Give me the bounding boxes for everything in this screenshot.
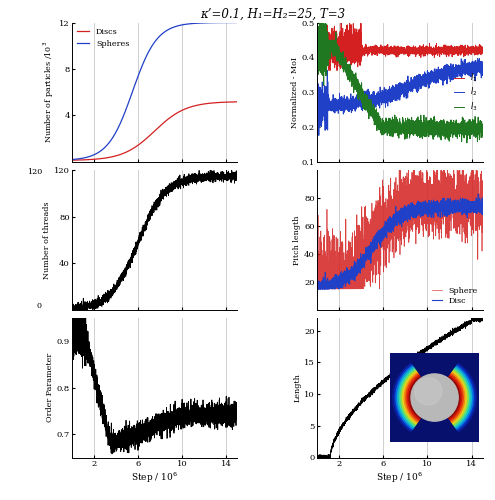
$I_2$ [343,104,348,110]
$I_2$ [314,127,320,133]
Y-axis label: Number of threads: Number of threads [43,201,51,279]
$I_1$ [338,20,344,26]
$I_1$ [385,48,391,54]
Y-axis label: Normalized - MoI: Normalized - MoI [291,56,298,128]
Sphere [480,210,486,216]
$I_3$ [378,118,384,124]
Disc [314,286,320,292]
Discs [69,157,75,163]
Line: Discs: Discs [72,102,238,160]
Spheres [140,62,146,68]
Discs [140,139,146,145]
Legend: $I_1$, $I_2$, $I_3$: $I_1$, $I_2$, $I_3$ [451,68,481,116]
Disc [477,209,483,215]
X-axis label: Step / 10$^6$: Step / 10$^6$ [131,470,178,485]
Text: 0: 0 [37,302,42,310]
Sphere [333,286,339,292]
$I_3$ [314,45,320,51]
$I_3$ [464,140,470,146]
$I_2$ [385,96,391,102]
$I_1$ [314,46,320,52]
$I_1$ [459,48,465,54]
Discs [231,99,237,105]
Sphere [459,182,465,188]
Discs [235,99,241,105]
Spheres [231,20,237,26]
$I_3$ [343,54,348,60]
$I_1$ [334,68,340,73]
$I_2$ [333,98,339,104]
$I_3$ [314,20,320,26]
$I_3$ [480,126,486,132]
Sphere [314,286,320,292]
$I_2$ [480,64,486,70]
Y-axis label: Number of particles /10$^3$: Number of particles /10$^3$ [42,41,56,144]
Discs [213,100,219,105]
Text: 120: 120 [27,168,42,175]
Discs [98,156,103,162]
$I_3$ [458,118,464,124]
Spheres [235,20,241,26]
Line: Sphere: Sphere [317,170,483,289]
Discs [88,156,94,162]
X-axis label: Step / 10$^6$: Step / 10$^6$ [376,470,423,485]
$I_1$ [477,46,483,52]
$I_1$ [343,52,349,58]
Disc [343,274,348,280]
Disc [480,201,486,207]
$I_2$ [458,67,464,73]
$I_2$ [476,56,482,62]
Line: $I_3$: $I_3$ [317,22,483,143]
$I_1$ [480,46,486,52]
Disc [333,283,339,289]
$I_2$ [378,94,384,100]
Sphere [385,219,391,225]
Line: Spheres: Spheres [72,22,238,160]
Y-axis label: Length: Length [294,374,301,402]
Disc [378,230,384,236]
Sphere [314,278,320,284]
Discs [132,144,138,150]
Y-axis label: Pitch length: Pitch length [294,215,301,265]
$I_2$ [477,62,483,68]
Disc [385,220,391,226]
Y-axis label: Order Parameter: Order Parameter [46,353,53,422]
Spheres [69,156,75,162]
Sphere [378,218,384,224]
Spheres [213,20,219,26]
Legend: Sphere, Disc: Sphere, Disc [429,284,481,308]
Spheres [132,80,138,86]
Sphere [343,260,348,266]
$I_3$ [477,128,483,134]
Disc [475,191,481,197]
Line: Disc: Disc [317,194,483,289]
$I_1$ [378,46,384,52]
Disc [458,201,464,207]
Line: $I_2$: $I_2$ [317,58,483,136]
Sphere [396,168,402,173]
Spheres [98,148,103,154]
$I_2$ [314,133,320,139]
Line: $I_1$: $I_1$ [317,22,483,70]
Legend: Discs, Spheres: Discs, Spheres [74,25,133,52]
Sphere [477,200,483,206]
$I_3$ [333,29,339,35]
$I_3$ [385,124,391,130]
Spheres [88,153,94,159]
$I_1$ [333,52,339,58]
Text: κ’=0.1, H₁=H₂=25, T=3: κ’=0.1, H₁=H₂=25, T=3 [199,8,345,20]
